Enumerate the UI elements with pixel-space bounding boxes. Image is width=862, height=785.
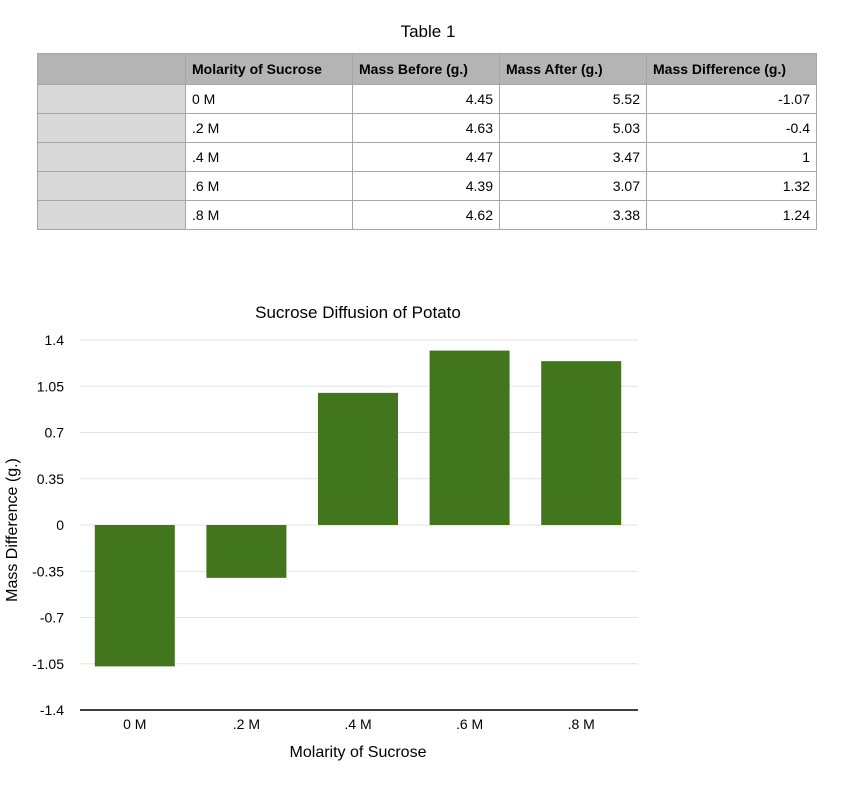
header-cell-mass-difference: Mass Difference (g.) <box>646 53 817 85</box>
y-tick-label: 0 <box>56 517 64 533</box>
y-tick-label: -1.4 <box>40 702 64 718</box>
y-axis-title: Mass Difference (g.) <box>4 458 21 602</box>
bar <box>429 350 510 525</box>
mass-before-cell: 4.45 <box>352 84 500 114</box>
molarity-cell: .2 M <box>185 113 353 143</box>
x-axis-title: Molarity of Sucrose <box>290 744 427 761</box>
mass-after-cell: 3.38 <box>499 200 647 230</box>
mass-difference-cell: -1.07 <box>646 84 817 114</box>
mass-after-cell: 5.03 <box>499 113 647 143</box>
table-title: Table 1 <box>400 22 456 41</box>
bar <box>318 392 398 525</box>
mass-difference-cell: 1 <box>646 142 817 172</box>
y-tick-label: 1.05 <box>37 378 64 394</box>
header-cell-blank <box>37 53 186 85</box>
x-tick-labels: 0 M .2 M .4 M .6 M .8 M <box>123 716 595 732</box>
chart-title: Sucrose Diffusion of Potato <box>255 303 461 322</box>
row-header-cell <box>37 142 186 172</box>
mass-before-cell: 4.63 <box>352 113 500 143</box>
molarity-cell: .8 M <box>185 200 353 230</box>
mass-difference-cell: 1.32 <box>646 171 817 201</box>
table-row: .8 M 4.62 3.38 1.24 <box>37 200 817 230</box>
bar <box>541 361 622 525</box>
x-tick-label: .4 M <box>344 716 371 732</box>
x-tick-label: .2 M <box>233 716 260 732</box>
molarity-cell: .4 M <box>185 142 353 172</box>
mass-after-cell: 3.07 <box>499 171 647 201</box>
y-tick-label: -1.05 <box>32 656 64 672</box>
row-header-cell <box>37 84 186 114</box>
table-header-row: Molarity of Sucrose Mass Before (g.) Mas… <box>37 53 817 85</box>
table-row: .6 M 4.39 3.07 1.32 <box>37 171 817 201</box>
bars <box>94 350 622 667</box>
mass-after-cell: 5.52 <box>499 84 647 114</box>
x-tick-label: .6 M <box>456 716 483 732</box>
mass-difference-cell: 1.24 <box>646 200 817 230</box>
y-tick-label: -0.7 <box>40 610 64 626</box>
x-tick-label: .8 M <box>568 716 595 732</box>
row-header-cell <box>37 171 186 201</box>
mass-before-cell: 4.39 <box>352 171 500 201</box>
y-tick-label: 0.7 <box>45 425 65 441</box>
header-cell-molarity: Molarity of Sucrose <box>185 53 353 85</box>
mass-difference-cell: -0.4 <box>646 113 817 143</box>
molarity-cell: 0 M <box>185 84 353 114</box>
mass-before-cell: 4.62 <box>352 200 500 230</box>
row-header-cell <box>37 200 186 230</box>
table-row: 0 M 4.45 5.52 -1.07 <box>37 84 817 114</box>
mass-after-cell: 3.47 <box>499 142 647 172</box>
y-tick-labels: 1.4 1.05 0.7 0.35 0 -0.35 -0.7 -1.05 -1.4 <box>32 332 64 718</box>
bar <box>206 525 287 578</box>
bar <box>94 525 175 667</box>
header-cell-mass-before: Mass Before (g.) <box>352 53 500 85</box>
table-row: .4 M 4.47 3.47 1 <box>37 142 817 172</box>
y-tick-label: -0.35 <box>32 563 64 579</box>
row-header-cell <box>37 113 186 143</box>
mass-before-cell: 4.47 <box>352 142 500 172</box>
table-row: .2 M 4.63 5.03 -0.4 <box>37 113 817 143</box>
bar-chart: Sucrose Diffusion of Potato 1.4 1.05 0.7 0.… <box>4 303 638 761</box>
y-tick-label: 1.4 <box>45 332 65 348</box>
y-tick-label: 0.35 <box>37 471 64 487</box>
x-tick-label: 0 M <box>123 716 146 732</box>
header-cell-mass-after: Mass After (g.) <box>499 53 647 85</box>
molarity-cell: .6 M <box>185 171 353 201</box>
data-table: Molarity of Sucrose Mass Before (g.) Mas… <box>37 53 817 230</box>
